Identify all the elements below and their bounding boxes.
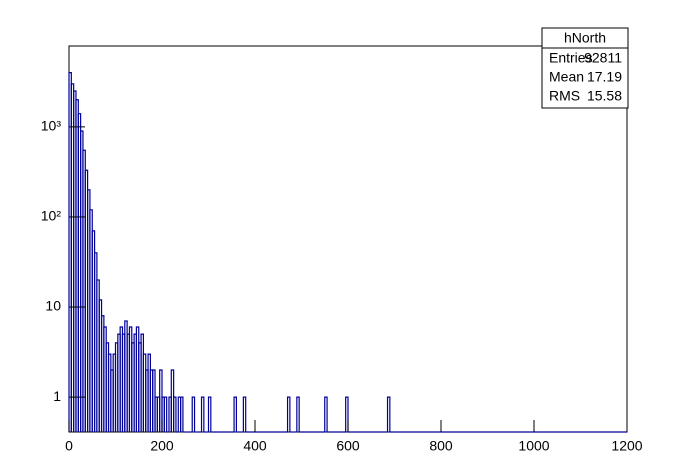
y-tick-label: 10³ (41, 118, 62, 134)
x-tick-label: 800 (429, 438, 453, 454)
histogram-bin (173, 396, 177, 432)
histogram-bin (286, 396, 291, 432)
stats-label: RMS (549, 88, 580, 104)
stats-box (541, 27, 629, 109)
histogram-bin (233, 396, 237, 432)
y-tick-label: 10² (41, 208, 62, 224)
x-tick-label: 1200 (611, 438, 642, 454)
stats-label: Mean (549, 69, 584, 85)
histogram-bin (242, 396, 247, 432)
y-tick-label: 10 (45, 298, 61, 314)
histogram-bin (386, 396, 391, 432)
x-tick-label: 0 (65, 438, 73, 454)
stats-title: hNorth (564, 30, 606, 46)
histogram-bin (200, 396, 205, 432)
stats-label: Entries (549, 50, 593, 66)
x-tick-label: 400 (243, 438, 267, 454)
histogram-bin (296, 396, 300, 432)
histogram-bin (163, 396, 168, 432)
x-tick-label: 200 (150, 438, 174, 454)
stats-value: 92811 (584, 50, 622, 66)
histogram-bin (207, 396, 212, 432)
histogram-bin (191, 396, 196, 432)
histogram-bin (180, 396, 184, 432)
x-tick-label: 600 (336, 438, 360, 454)
stats-value: 17.19 (587, 69, 622, 85)
histogram-bin (345, 396, 349, 432)
y-tick-label: 1 (53, 388, 61, 404)
stats-value: 15.58 (587, 88, 622, 104)
histogram-bin (324, 396, 328, 432)
x-tick-label: 1000 (518, 438, 549, 454)
